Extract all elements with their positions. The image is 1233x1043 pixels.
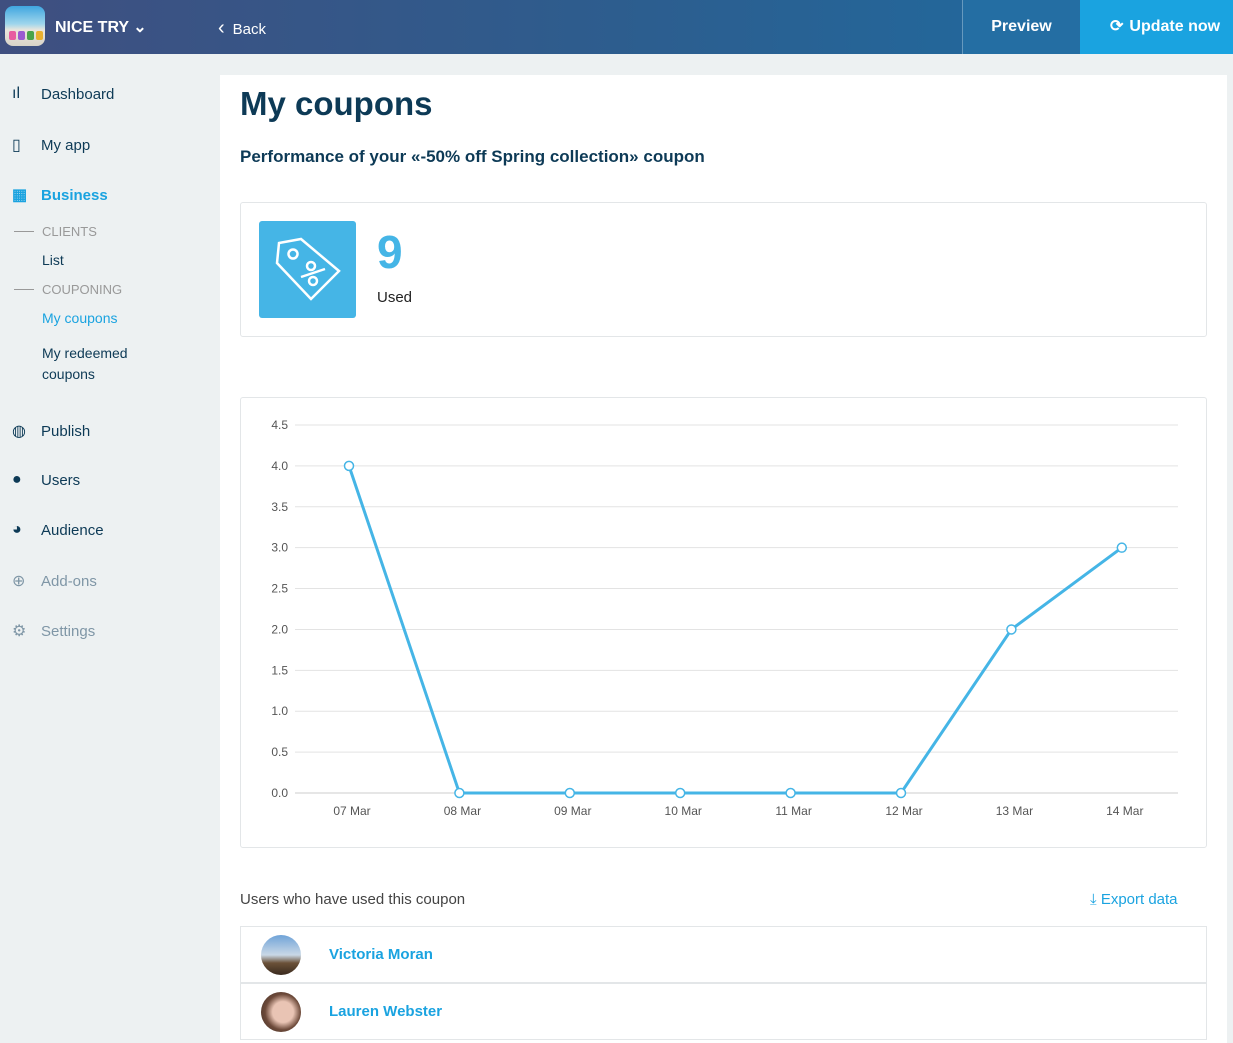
sidebar-item-my-app[interactable]: ▯ My app <box>12 136 91 155</box>
sidebar-item-add-ons[interactable]: ⊕ Add-ons <box>12 572 97 591</box>
y-tick-label: 0.0 <box>271 786 288 800</box>
x-tick-label: 11 Mar <box>775 804 811 818</box>
main-content: My coupons Performance of your «-50% off… <box>220 75 1227 1043</box>
section-couponing: COUPONING <box>14 282 122 297</box>
data-point <box>785 787 796 799</box>
y-tick-label: 1.0 <box>271 704 288 718</box>
phone-icon: ▯ <box>12 137 21 154</box>
x-tick-label: 14 Mar <box>1106 804 1143 818</box>
used-label: Used <box>377 289 413 306</box>
refresh-icon: ⟳ <box>1110 18 1124 35</box>
app-switcher[interactable]: NICE TRY ⌄ <box>55 19 147 36</box>
user-name-link[interactable]: Lauren Webster <box>329 1003 443 1020</box>
y-tick-label: 2.5 <box>271 582 288 596</box>
y-tick-label: 4.5 <box>271 418 288 432</box>
user-row[interactable]: Victoria Moran <box>240 926 1207 983</box>
sidebar-item-settings[interactable]: ⚙ Settings <box>12 622 96 641</box>
stat-card: 9 Used <box>240 202 1207 337</box>
back-button[interactable]: ‹ Back <box>218 17 267 39</box>
sidebar-item-audience[interactable]: ◕ Audience <box>12 521 104 539</box>
x-tick-label: 12 Mar <box>885 804 922 818</box>
app-logo[interactable] <box>5 6 45 46</box>
section-clients: CLIENTS <box>14 224 97 239</box>
used-count: 9 <box>377 226 403 278</box>
series-line <box>347 465 1123 795</box>
update-now-button[interactable]: ⟳ Update now <box>1080 0 1233 54</box>
preview-button[interactable]: Preview <box>962 0 1080 54</box>
y-tick-label: 0.5 <box>271 745 288 759</box>
x-tick-label: 09 Mar <box>554 804 591 818</box>
data-point <box>895 787 907 799</box>
chevron-down-icon: ⌄ <box>133 19 147 36</box>
chevron-left-icon: ‹ <box>218 17 225 39</box>
bar-chart-icon: ıl <box>12 85 20 102</box>
sidebar-item-my-coupons[interactable]: My coupons <box>42 310 118 326</box>
y-tick-label: 3.0 <box>271 541 288 555</box>
gear-icon: ⚙ <box>12 623 27 640</box>
pie-icon: ◕ <box>12 521 22 538</box>
y-tick-label: 2.0 <box>271 622 288 636</box>
users-section-label: Users who have used this coupon <box>240 891 466 908</box>
store-icon: ▦ <box>12 187 28 204</box>
data-point <box>1006 624 1017 635</box>
page-title: My coupons <box>240 85 433 122</box>
data-point <box>564 787 576 799</box>
y-tick-label: 3.5 <box>271 500 288 514</box>
data-point <box>343 460 355 472</box>
sidebar-item-users[interactable]: ● Users <box>12 471 81 489</box>
data-point <box>674 787 686 799</box>
user-icon: ● <box>12 471 22 488</box>
coupon-tag-icon <box>259 221 356 318</box>
data-point <box>454 787 465 799</box>
export-data-link[interactable]: ⤓ Export data <box>1090 891 1178 908</box>
globe-icon: ◍ <box>12 423 26 440</box>
plus-circle-icon: ⊕ <box>12 573 26 590</box>
sidebar-item-dashboard[interactable]: ıl Dashboard <box>12 85 115 103</box>
x-tick-label: 13 Mar <box>996 804 1033 818</box>
y-tick-label: 4.0 <box>271 459 288 473</box>
avatar <box>261 935 301 975</box>
sidebar-item-business[interactable]: ▦ Business <box>12 186 108 205</box>
user-name-link[interactable]: Victoria Moran <box>329 946 433 963</box>
x-tick-label: 08 Mar <box>444 804 481 818</box>
sidebar-item-my-redeemed-coupons[interactable]: My redeemed coupons <box>42 345 128 382</box>
download-icon: ⤓ <box>1090 891 1097 908</box>
user-row[interactable]: Lauren Webster <box>240 983 1207 1040</box>
chart-card: 0.0 0.5 1.0 1.5 2.0 2.5 3.0 3.5 4.0 4.5 07 Mar 08 M… <box>240 397 1207 848</box>
avatar <box>261 992 301 1032</box>
top-bar: NICE TRY ⌄ ‹ Back Preview ⟳ Update now <box>0 0 1233 54</box>
x-tick-label: 07 Mar <box>333 804 370 818</box>
x-tick-label: 10 Mar <box>665 804 702 818</box>
sidebar-item-publish[interactable]: ◍ Publish <box>12 422 91 441</box>
sidebar-item-list[interactable]: List <box>42 252 64 268</box>
y-tick-label: 1.5 <box>271 663 288 677</box>
usage-line-chart: 0.0 0.5 1.0 1.5 2.0 2.5 3.0 3.5 4.0 4.5 07 Mar 08 M… <box>271 418 1178 818</box>
page-subtitle: Performance of your «-50% off Spring col… <box>240 147 705 166</box>
data-point <box>1116 542 1128 553</box>
